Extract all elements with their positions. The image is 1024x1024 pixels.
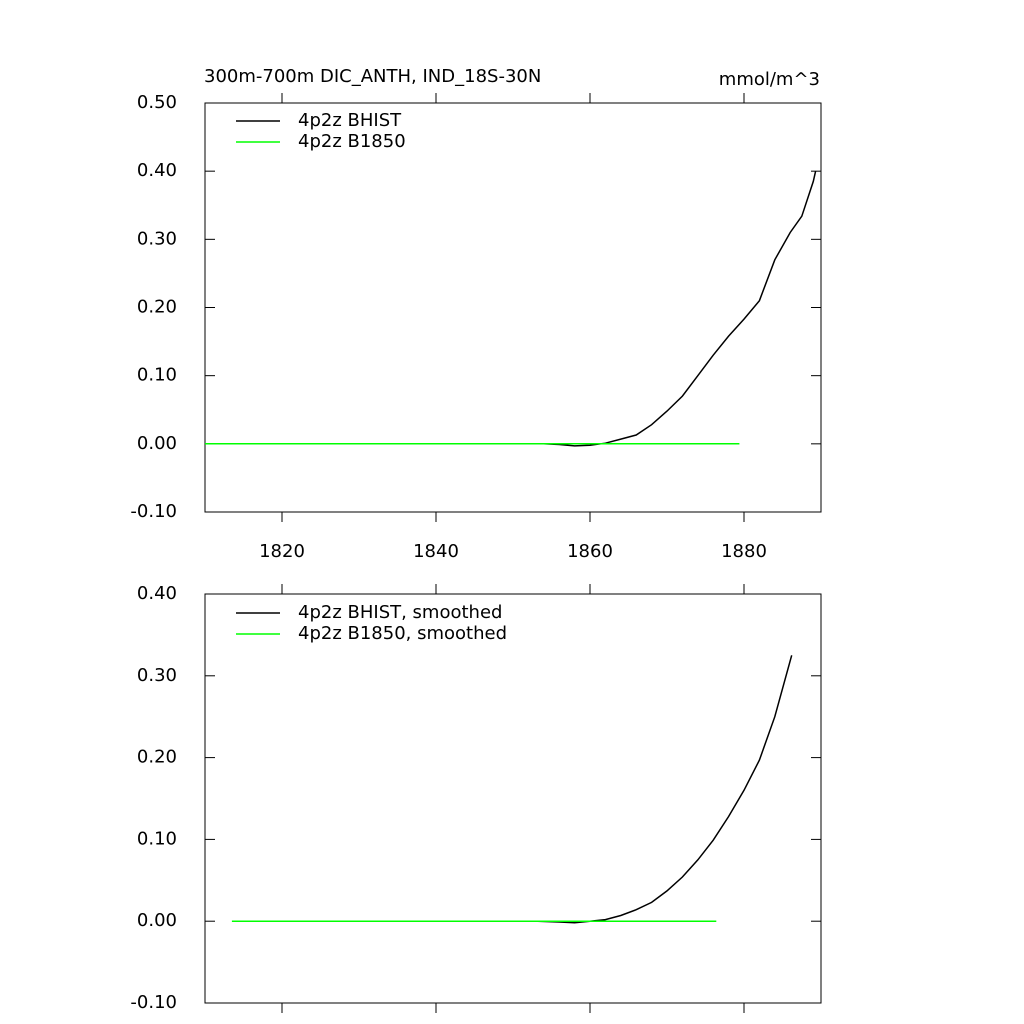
- chart-title: 300m-700m DIC_ANTH, IND_18S-30N: [204, 66, 541, 87]
- y-tick-label: 0.10: [137, 828, 177, 849]
- x-tick-label: 1820: [259, 541, 305, 562]
- y-tick-label: 0.20: [137, 747, 177, 768]
- y-tick-label: 0.40: [137, 160, 177, 181]
- y-tick-label: 0.20: [137, 297, 177, 318]
- x-tick-label: 1880: [721, 541, 767, 562]
- legend-label: 4p2z BHIST: [298, 110, 402, 131]
- y-tick-label: 0.00: [137, 910, 177, 931]
- legend-label: 4p2z B1850: [298, 131, 406, 152]
- data-line: [537, 655, 793, 924]
- y-tick-label: 0.10: [137, 365, 177, 386]
- plot-frame: [204, 593, 822, 1004]
- x-tick-label: 1840: [413, 541, 459, 562]
- y-tick-label: 0.30: [137, 665, 177, 686]
- data-line: [513, 171, 817, 447]
- y-tick-label: 0.30: [137, 228, 177, 249]
- units-label: mmol/m^3: [719, 69, 820, 90]
- x-tick-label: 1860: [567, 541, 613, 562]
- y-tick-label: -0.10: [130, 992, 177, 1013]
- y-tick-label: -0.10: [130, 501, 177, 522]
- y-tick-label: 0.00: [137, 433, 177, 454]
- plot-frame: [204, 102, 822, 513]
- legend-label: 4p2z BHIST, smoothed: [298, 602, 502, 623]
- legend-label: 4p2z B1850, smoothed: [298, 623, 507, 644]
- y-tick-label: 0.40: [137, 583, 177, 604]
- y-tick-label: 0.50: [137, 92, 177, 113]
